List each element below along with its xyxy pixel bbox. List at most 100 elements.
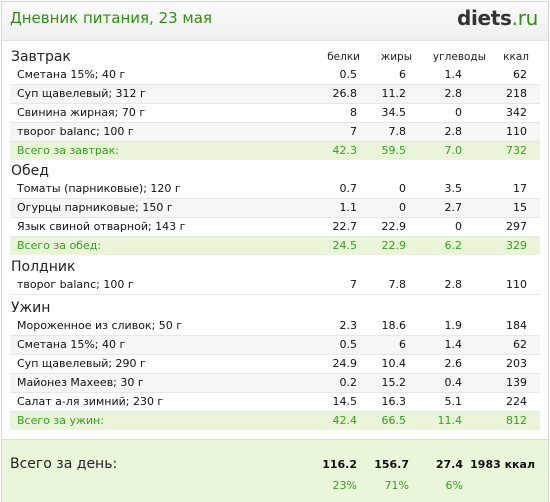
table-row: Салат а-ля зимний; 230 г 14.5 16.3 5.1 2… [10, 393, 540, 412]
kcal-total: 812 [506, 414, 527, 427]
table-row: творог balanc; 100 г 7 7.8 2.8 110 [10, 123, 540, 142]
table-row: Язык свиной отварной; 143 г 22.7 22.9 0 … [10, 218, 540, 237]
table-row: Сметана 15%; 40 г 0.5 6 1.4 62 [10, 66, 540, 85]
section-breakfast-title: Завтрак [11, 49, 71, 65]
fats-value: 6 [399, 338, 406, 351]
kcal-total: 732 [506, 144, 527, 157]
table-row: Огурцы парниковые; 150 г 1.1 0 2.7 15 [10, 199, 540, 218]
fats-total: 66.5 [381, 414, 407, 427]
day-summary: Всего за день: 116.2 156.7 27.4 1983 кка… [2, 439, 548, 502]
carbs-total: 6.2 [444, 239, 463, 252]
carbs-value: 1.4 [444, 338, 463, 351]
table-row: Свинина жирная; 70 г 8 34.5 0 342 [10, 104, 540, 123]
fats-value: 11.2 [381, 87, 407, 100]
site-logo[interactable]: diets.ru [457, 6, 538, 30]
proteins-value: 22.7 [332, 220, 358, 233]
food-name: Суп щавелевый; 290 г [17, 357, 146, 370]
col-kcal: ккал [503, 51, 529, 63]
proteins-total: 42.3 [332, 144, 358, 157]
fats-percent: 71% [384, 479, 409, 492]
proteins-value: 14.5 [332, 395, 358, 408]
table-row: Суп щавелевый; 290 г 24.9 10.4 2.6 203 [10, 355, 540, 374]
fats-total: 59.5 [381, 144, 407, 157]
fats-value: 0 [399, 182, 406, 195]
col-carbs: углеводы [432, 51, 486, 63]
kcal-value: 218 [506, 87, 527, 100]
food-name: Язык свиной отварной; 143 г [17, 220, 186, 233]
kcal-value: 62 [513, 338, 527, 351]
kcal-value: 297 [506, 220, 527, 233]
logo-tld: .ru [511, 6, 539, 30]
carbs-value: 2.8 [444, 87, 463, 100]
fats-value: 7.8 [388, 125, 407, 138]
logo-main: diets [456, 6, 512, 30]
kcal-value: 203 [506, 357, 527, 370]
proteins-value: 1.1 [339, 201, 358, 214]
carbs-value: 2.7 [444, 201, 463, 214]
kcal-value: 62 [513, 68, 527, 81]
carbs-percent: 6% [445, 479, 463, 492]
kcal-value: 184 [506, 319, 527, 332]
fats-value: 0 [399, 201, 406, 214]
day-kcal: 1983 ккал [470, 458, 535, 471]
carbs-total: 11.4 [437, 414, 463, 427]
kcal-value: 17 [513, 182, 527, 195]
kcal-value: 110 [506, 125, 527, 138]
carbs-value: 1.4 [444, 68, 463, 81]
proteins-percent: 23% [332, 479, 357, 492]
day-fats: 156.7 [374, 458, 409, 471]
total-label: Всего за завтрак: [17, 144, 120, 157]
fats-value: 22.9 [381, 220, 407, 233]
col-proteins: белки [327, 51, 360, 63]
fats-value: 18.6 [381, 319, 407, 332]
section-snack-title: Полдник [11, 259, 76, 275]
carbs-value: 2.8 [444, 278, 463, 291]
day-total-percentages: 23% 71% 6% [10, 477, 540, 495]
food-name: творог balanc; 100 г [17, 125, 134, 138]
food-name: творог balanc; 100 г [17, 278, 134, 291]
carbs-value: 2.8 [444, 125, 463, 138]
fats-value: 10.4 [381, 357, 407, 370]
page-title: Дневник питания, 23 мая [10, 9, 212, 27]
lunch-total-row: Всего за обед: 24.5 22.9 6.2 329 [10, 237, 540, 255]
carbs-value: 5.1 [444, 395, 463, 408]
proteins-value: 0.7 [339, 182, 358, 195]
food-name: Сметана 15%; 40 г [17, 68, 126, 81]
kcal-total: 329 [506, 239, 527, 252]
header-bar: Дневник питания, 23 мая diets.ru [2, 2, 548, 41]
proteins-value: 0.2 [339, 376, 358, 389]
carbs-total: 7.0 [444, 144, 463, 157]
column-headers: белки жиры углеводы ккал [10, 48, 540, 66]
carbs-value: 2.6 [444, 357, 463, 370]
carbs-value: 0.4 [444, 376, 463, 389]
carbs-value: 0 [455, 106, 462, 119]
proteins-value: 7 [350, 278, 357, 291]
table-row: творог balanc; 100 г 7 7.8 2.8 110 [10, 276, 540, 295]
carbs-value: 1.9 [444, 319, 463, 332]
breakfast-total-row: Всего за завтрак: 42.3 59.5 7.0 732 [10, 142, 540, 160]
proteins-value: 7 [350, 125, 357, 138]
proteins-value: 26.8 [332, 87, 358, 100]
proteins-value: 0.5 [339, 68, 358, 81]
fats-value: 16.3 [381, 395, 407, 408]
total-label: Всего за ужин: [17, 414, 104, 427]
section-lunch-title: Обед [11, 163, 49, 179]
table-row: Томаты (парниковые); 120 г 0.7 0 3.5 17 [10, 180, 540, 199]
kcal-value: 110 [506, 278, 527, 291]
food-name: Сметана 15%; 40 г [17, 338, 126, 351]
fats-total: 22.9 [381, 239, 407, 252]
day-total-label: Всего за день: [10, 456, 118, 472]
fats-value: 6 [399, 68, 406, 81]
carbs-value: 3.5 [444, 182, 463, 195]
total-label: Всего за обед: [17, 239, 102, 252]
kcal-value: 15 [513, 201, 527, 214]
table-row: Майонез Махеев; 30 г 0.2 15.2 0.4 139 [10, 374, 540, 393]
kcal-value: 342 [506, 106, 527, 119]
food-name: Суп щавелевый; 312 г [17, 87, 146, 100]
section-dinner-title: Ужин [11, 300, 51, 316]
food-name: Мороженное из сливок; 50 г [17, 319, 183, 332]
fats-value: 15.2 [381, 376, 407, 389]
kcal-value: 139 [506, 376, 527, 389]
day-carbs: 27.4 [435, 458, 463, 471]
